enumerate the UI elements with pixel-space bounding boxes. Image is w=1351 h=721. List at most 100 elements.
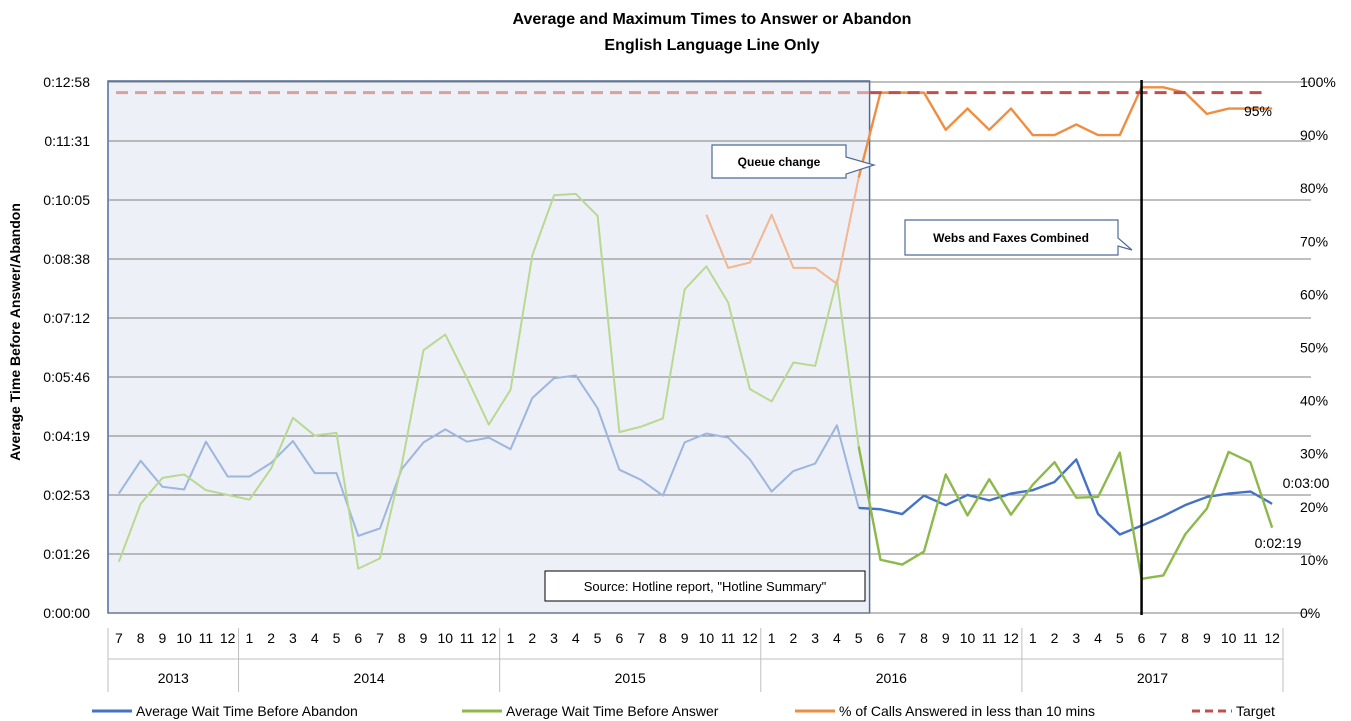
- y-tick-label: 0:00:00: [43, 605, 90, 621]
- label-95: 95%: [1244, 103, 1272, 119]
- x-tick-label: 7: [637, 630, 645, 646]
- x-tick-label: 11: [982, 630, 997, 646]
- y-tick-label: 0:02:53: [43, 487, 90, 503]
- webs-faxes-callout: Webs and Faxes Combined: [904, 219, 1133, 256]
- x-tick-label: 1: [768, 630, 776, 646]
- y2-tick-label: 10%: [1300, 552, 1328, 568]
- x-tick-label: 5: [855, 630, 863, 646]
- y-tick-label: 0:10:05: [43, 192, 90, 208]
- x-tick-label: 4: [1094, 630, 1102, 646]
- x-tick-label: 11: [721, 630, 736, 646]
- y-tick-label: 0:08:38: [43, 251, 90, 267]
- x-tick-label: 5: [1116, 630, 1124, 646]
- series-lines: [116, 86, 1274, 581]
- x-tick-label: 12: [220, 630, 236, 646]
- y-tick-label: 0:01:26: [43, 546, 90, 562]
- label-0300: 0:03:00: [1283, 475, 1330, 491]
- x-tick-label: 12: [481, 630, 497, 646]
- label-0219: 0:02:19: [1255, 535, 1302, 551]
- y2-tick-label: 40%: [1300, 393, 1328, 409]
- y2-tick-label: 30%: [1300, 446, 1328, 462]
- x-tick-label: 8: [659, 630, 667, 646]
- x-tick-label: 5: [594, 630, 602, 646]
- x-tick-label: 4: [311, 630, 319, 646]
- x-tick-label: 9: [420, 630, 428, 646]
- x-tick-label: 6: [877, 630, 885, 646]
- series-pct-line-early: [705, 177, 860, 285]
- y2-tick-label: 0%: [1300, 605, 1320, 621]
- year-label: 2016: [876, 670, 907, 686]
- x-tick-label: 10: [437, 630, 453, 646]
- x-tick-label: 6: [1138, 630, 1146, 646]
- x-tick-label: 8: [920, 630, 928, 646]
- series-abandon-line: [858, 458, 1273, 536]
- x-tick-label: 7: [898, 630, 906, 646]
- chart-subtitle: English Language Line Only: [604, 37, 819, 54]
- x-tick-label: 11: [199, 630, 214, 646]
- x-tick-label: 4: [833, 630, 841, 646]
- x-tick-label: 10: [1221, 630, 1237, 646]
- source-box: Source: Hotline report, "Hotline Summary…: [544, 570, 866, 602]
- y-tick-label: 0:05:46: [43, 369, 90, 385]
- x-tick-label: 12: [742, 630, 758, 646]
- queue-change-callout: Queue change: [711, 144, 877, 179]
- y2-tick-label: 80%: [1300, 180, 1328, 196]
- x-tick-label: 3: [811, 630, 819, 646]
- x-tick-label: 1: [507, 630, 515, 646]
- year-label: 2017: [1137, 670, 1168, 686]
- x-tick-label: 10: [960, 630, 976, 646]
- y-tick-label: 0:04:19: [43, 428, 90, 444]
- y-tick-label: 0:12:58: [43, 74, 90, 90]
- y2-tick-label: 60%: [1300, 286, 1328, 302]
- y-tick-label: 0:11:31: [44, 133, 90, 149]
- x-tick-label: 6: [615, 630, 623, 646]
- x-tick-label: 3: [289, 630, 297, 646]
- year-label: 2014: [354, 670, 385, 686]
- x-tick-label: 11: [1243, 630, 1258, 646]
- series-abandon-line-early: [118, 374, 860, 537]
- year-label: 2015: [615, 670, 646, 686]
- x-tick-label: 2: [790, 630, 798, 646]
- legend-label-abandon: Average Wait Time Before Abandon: [136, 703, 358, 719]
- queue-change-callout-box: [711, 144, 877, 179]
- chart-title: Average and Maximum Times to Answer or A…: [513, 11, 912, 28]
- x-tick-label: 9: [681, 630, 689, 646]
- y2-tick-label: 70%: [1300, 233, 1328, 249]
- legend: Average Wait Time Before Abandon Average …: [92, 703, 1275, 719]
- x-tick-label: 3: [1072, 630, 1080, 646]
- x-tick-label: 10: [699, 630, 715, 646]
- series-pct-line: [857, 86, 1273, 178]
- y2-tick-label: 50%: [1300, 340, 1328, 356]
- y-tick-label: 0:07:12: [43, 310, 90, 326]
- webs-faxes-callout-box: [904, 219, 1133, 256]
- x-tick-label: 7: [1159, 630, 1167, 646]
- webs-faxes-text: Webs and Faxes Combined: [933, 231, 1089, 245]
- x-tick-label: 8: [137, 630, 145, 646]
- legend-label-answer: Average Wait Time Before Answer: [506, 703, 719, 719]
- legend-label-pct: % of Calls Answered in less than 10 mins: [839, 703, 1095, 719]
- y2-tick-label: 20%: [1300, 499, 1328, 515]
- x-tick-label: 12: [1264, 630, 1280, 646]
- queue-change-text: Queue change: [738, 155, 821, 169]
- x-tick-label: 2: [1051, 630, 1059, 646]
- x-tick-label: 2: [528, 630, 536, 646]
- y-axis-ticks: 0:00:00 0:01:26 0:02:53 0:04:19 0:05:46 0:07:…: [43, 74, 90, 621]
- x-tick-label: 5: [333, 630, 341, 646]
- x-tick-label: 2: [267, 630, 275, 646]
- x-tick-label: 6: [354, 630, 362, 646]
- x-tick-label: 7: [376, 630, 384, 646]
- x-tick-label: 1: [246, 630, 254, 646]
- x-tick-label: 7: [115, 630, 123, 646]
- y2-tick-label: 100%: [1300, 74, 1336, 90]
- y2-tick-label: 90%: [1300, 127, 1328, 143]
- y-axis-label: Average Time Before Answer/Abandon: [7, 203, 23, 461]
- series-answer-line: [857, 446, 1274, 581]
- legend-label-target: Target: [1236, 703, 1275, 719]
- x-tick-label: 10: [176, 630, 192, 646]
- y2-axis-ticks: 0% 10% 20% 30% 40% 50% 60% 70% 80% 90% 100%: [1300, 74, 1336, 621]
- x-tick-label: 11: [460, 630, 475, 646]
- source-box-frame: [544, 570, 866, 602]
- x-tick-label: 3: [550, 630, 558, 646]
- x-tick-label: 4: [572, 630, 580, 646]
